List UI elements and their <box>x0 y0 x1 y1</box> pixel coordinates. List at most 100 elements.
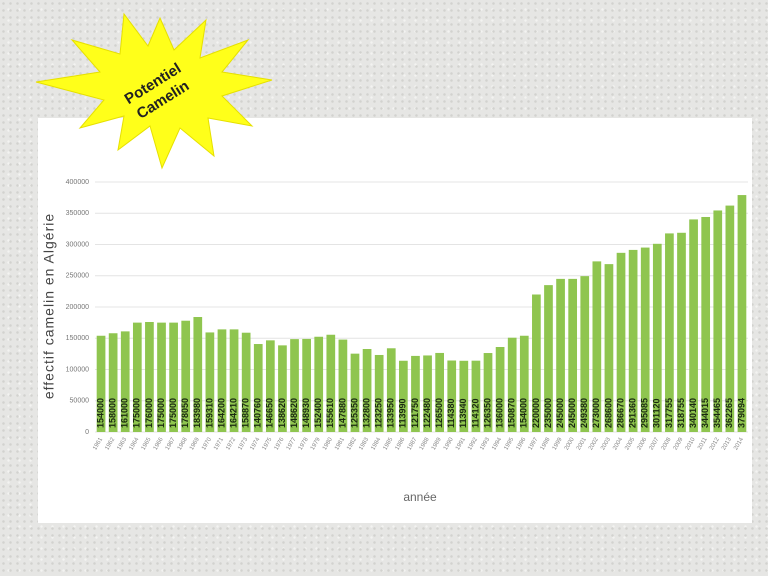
value-label: 114120 <box>470 398 480 428</box>
bar <box>399 360 408 432</box>
value-label: 175000 <box>156 398 166 428</box>
value-label: 113990 <box>398 398 408 428</box>
bar <box>495 347 505 432</box>
value-label: 155610 <box>325 398 335 428</box>
value-label: 235000 <box>543 398 553 428</box>
value-label: 140760 <box>253 398 263 428</box>
value-label: 113940 <box>458 398 468 428</box>
value-label: 340140 <box>688 398 698 428</box>
bar <box>338 339 348 432</box>
value-label: 147880 <box>337 398 347 428</box>
bar <box>580 276 590 432</box>
value-label: 379094 <box>736 398 746 428</box>
bar <box>592 261 602 432</box>
value-label: 354465 <box>712 398 722 428</box>
bar <box>604 264 614 432</box>
bar <box>241 332 251 432</box>
bar <box>701 216 711 432</box>
value-label: 122480 <box>422 398 432 428</box>
value-label: 175000 <box>132 398 142 428</box>
value-label: 114380 <box>446 398 456 428</box>
y-tick-label: 100000 <box>66 366 89 373</box>
bar <box>652 243 662 432</box>
bar <box>519 335 529 432</box>
bar <box>628 249 638 432</box>
bar <box>362 349 372 432</box>
value-label: 158000 <box>108 398 118 428</box>
value-label: 159310 <box>204 398 214 428</box>
bar <box>253 344 263 432</box>
y-tick-label: 150000 <box>66 335 89 342</box>
bar <box>677 232 686 432</box>
bar <box>556 278 565 432</box>
value-label: 220000 <box>531 398 541 428</box>
bar <box>544 285 553 432</box>
y-tick-label: 50000 <box>70 398 90 405</box>
value-label: 132800 <box>361 398 371 428</box>
value-label: 164200 <box>216 398 226 428</box>
value-label: 121750 <box>410 398 420 428</box>
value-label: 138620 <box>277 398 287 428</box>
bar <box>120 331 130 432</box>
value-label: 249380 <box>579 398 589 428</box>
value-label: 126350 <box>482 398 492 428</box>
value-label: 148620 <box>289 398 299 428</box>
value-label: 318755 <box>676 398 686 428</box>
y-tick-label: 300000 <box>66 241 89 248</box>
bar <box>157 322 166 432</box>
bar <box>108 333 118 432</box>
bar <box>640 247 650 432</box>
value-label: 158870 <box>241 398 251 428</box>
bar <box>737 195 747 432</box>
bar <box>181 320 191 432</box>
value-label: 150870 <box>507 398 517 428</box>
value-label: 154000 <box>95 398 105 428</box>
bar <box>217 329 227 432</box>
bar <box>507 337 517 432</box>
bar <box>132 322 142 432</box>
value-label: 154000 <box>519 398 529 428</box>
value-label: 245000 <box>567 398 577 428</box>
value-label: 291360 <box>627 398 637 428</box>
value-label: 123250 <box>374 398 384 428</box>
bar <box>314 336 324 432</box>
bar <box>290 339 299 432</box>
value-label: 295085 <box>640 398 650 428</box>
value-label: 344015 <box>700 398 710 428</box>
bar <box>350 353 360 432</box>
bar <box>411 355 420 432</box>
y-tick-label: 0 <box>85 429 89 436</box>
bar <box>169 322 178 432</box>
bar <box>459 360 469 432</box>
y-tick-label: 350000 <box>66 210 89 217</box>
value-label: 161000 <box>120 398 130 428</box>
bar <box>532 294 541 432</box>
bar <box>205 332 215 432</box>
value-label: 178050 <box>180 398 190 428</box>
value-label: 126500 <box>434 398 444 428</box>
value-label: 148930 <box>301 398 311 428</box>
value-label: 176000 <box>144 398 154 428</box>
bar <box>145 322 154 432</box>
bar <box>265 340 275 432</box>
bar <box>374 354 384 432</box>
x-tick-label: 2011 <box>697 436 709 451</box>
bar <box>423 355 432 432</box>
y-tick-label: 400000 <box>66 179 89 186</box>
y-tick-label: 250000 <box>66 273 89 280</box>
value-label: 286670 <box>615 398 625 428</box>
value-label: 317755 <box>664 398 674 428</box>
bar <box>568 278 578 432</box>
bar <box>447 360 457 432</box>
bar <box>689 219 698 432</box>
value-label: 152400 <box>313 398 323 428</box>
value-label: 362265 <box>724 398 734 428</box>
value-label: 125350 <box>349 398 359 428</box>
bar <box>435 352 444 432</box>
value-label: 146650 <box>265 398 275 428</box>
value-label: 273000 <box>591 398 601 428</box>
bar <box>483 353 493 432</box>
value-label: 175000 <box>168 398 178 428</box>
